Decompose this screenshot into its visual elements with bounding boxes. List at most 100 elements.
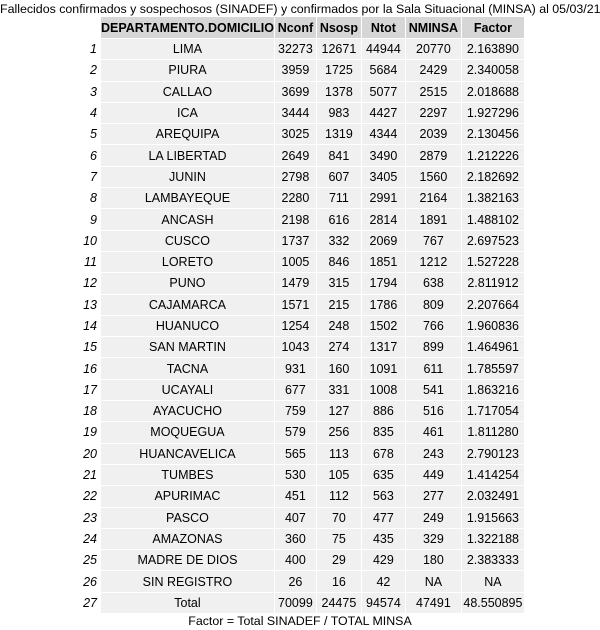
table-row: 13 CAJAMARCA 1571 215 1786 809 2.207664 bbox=[76, 294, 525, 316]
nconf-cell: 2198 bbox=[274, 209, 317, 231]
table-row: 20 HUANCAVELICA 565 113 678 243 2.790123 bbox=[76, 443, 525, 465]
department-cell: UCAYALI bbox=[101, 379, 275, 402]
ntot-cell: 1008 bbox=[361, 379, 406, 402]
department-cell: LORETO bbox=[101, 251, 275, 274]
nconf-cell: 1254 bbox=[274, 315, 317, 338]
nconf-cell: 400 bbox=[274, 550, 317, 572]
ntot-cell: 678 bbox=[361, 443, 406, 465]
department-cell: LA LIBERTAD bbox=[101, 145, 275, 167]
nconf-cell: 360 bbox=[274, 528, 317, 551]
nconf-cell: 530 bbox=[274, 464, 317, 487]
row-index: 6 bbox=[76, 145, 101, 167]
factor-cell: 48.550895 bbox=[461, 592, 525, 615]
table-row: 26 SIN REGISTRO 26 16 42 NA NA bbox=[76, 571, 525, 593]
nsosp-cell: 1725 bbox=[316, 60, 362, 82]
nminsa-cell: 611 bbox=[405, 358, 462, 380]
nconf-cell: 70099 bbox=[274, 592, 317, 615]
department-cell: TACNA bbox=[101, 358, 275, 380]
nsosp-cell: 616 bbox=[316, 209, 362, 231]
row-index: 21 bbox=[76, 464, 101, 487]
department-cell: LIMA bbox=[101, 39, 275, 61]
nminsa-cell: 20770 bbox=[405, 39, 462, 61]
row-index: 5 bbox=[76, 124, 101, 146]
nsosp-cell: 16 bbox=[316, 571, 362, 593]
column-header: Nsosp bbox=[316, 17, 362, 39]
nminsa-cell: 541 bbox=[405, 379, 462, 402]
department-cell: HUANUCO bbox=[101, 315, 275, 338]
table-row: 10 CUSCO 1737 332 2069 767 2.697523 bbox=[76, 230, 525, 252]
ntot-cell: 886 bbox=[361, 401, 406, 423]
data-table: DEPARTAMENTO.DOMICILIO Nconf Nsosp Ntot … bbox=[76, 17, 525, 615]
row-index: 19 bbox=[76, 422, 101, 444]
factor-cell: 2.018688 bbox=[461, 81, 525, 103]
nsosp-cell: 711 bbox=[316, 188, 362, 210]
row-index: 22 bbox=[76, 486, 101, 508]
ntot-cell: 1786 bbox=[361, 294, 406, 316]
factor-cell: 1.960836 bbox=[461, 315, 525, 338]
nconf-cell: 3025 bbox=[274, 124, 317, 146]
department-cell: PIURA bbox=[101, 60, 275, 82]
nsosp-cell: 248 bbox=[316, 315, 362, 338]
factor-cell: 1.927296 bbox=[461, 102, 525, 125]
column-header: Nconf bbox=[274, 17, 317, 39]
header-row: DEPARTAMENTO.DOMICILIO Nconf Nsosp Ntot … bbox=[76, 17, 525, 39]
department-cell: LAMBAYEQUE bbox=[101, 188, 275, 210]
table-row: 25 MADRE DE DIOS 400 29 429 180 2.383333 bbox=[76, 550, 525, 572]
nsosp-cell: 215 bbox=[316, 294, 362, 316]
nsosp-cell: 332 bbox=[316, 230, 362, 252]
nconf-cell: 1571 bbox=[274, 294, 317, 316]
nminsa-cell: 2164 bbox=[405, 188, 462, 210]
department-cell: MOQUEGUA bbox=[101, 422, 275, 444]
nconf-cell: 931 bbox=[274, 358, 317, 380]
table-row: 8 LAMBAYEQUE 2280 711 2991 2164 1.382163 bbox=[76, 188, 525, 210]
nsosp-cell: 75 bbox=[316, 528, 362, 551]
nminsa-cell: 2515 bbox=[405, 81, 462, 103]
table-row: 15 SAN MARTIN 1043 274 1317 899 1.464961 bbox=[76, 337, 525, 359]
table-row: 2 PIURA 3959 1725 5684 2429 2.340058 bbox=[76, 60, 525, 82]
department-cell: ANCASH bbox=[101, 209, 275, 231]
nminsa-cell: 47491 bbox=[405, 592, 462, 615]
nminsa-cell: 2039 bbox=[405, 124, 462, 146]
nsosp-cell: 12671 bbox=[316, 39, 362, 61]
table-row: 6 LA LIBERTAD 2649 841 3490 2879 1.212226 bbox=[76, 145, 525, 167]
nsosp-cell: 160 bbox=[316, 358, 362, 380]
nconf-cell: 2280 bbox=[274, 188, 317, 210]
table-row: 27 Total 70099 24475 94574 47491 48.550895 bbox=[76, 592, 525, 615]
factor-cell: NA bbox=[461, 571, 525, 593]
row-index: 14 bbox=[76, 315, 101, 338]
factor-cell: 1.212226 bbox=[461, 145, 525, 167]
nminsa-cell: 767 bbox=[405, 230, 462, 252]
row-index: 24 bbox=[76, 528, 101, 551]
department-cell: HUANCAVELICA bbox=[101, 443, 275, 465]
nsosp-cell: 841 bbox=[316, 145, 362, 167]
column-header: DEPARTAMENTO.DOMICILIO bbox=[101, 17, 275, 39]
factor-cell: 2.163890 bbox=[461, 39, 525, 61]
nsosp-cell: 105 bbox=[316, 464, 362, 487]
nsosp-cell: 607 bbox=[316, 166, 362, 189]
department-cell: Total bbox=[101, 592, 275, 615]
nminsa-cell: 899 bbox=[405, 337, 462, 359]
nsosp-cell: 113 bbox=[316, 443, 362, 465]
department-cell: SIN REGISTRO bbox=[101, 571, 275, 593]
table-row: 24 AMAZONAS 360 75 435 329 1.322188 bbox=[76, 528, 525, 551]
table-row: 4 ICA 3444 983 4427 2297 1.927296 bbox=[76, 102, 525, 125]
table-row: 21 TUMBES 530 105 635 449 1.414254 bbox=[76, 464, 525, 487]
ntot-cell: 2814 bbox=[361, 209, 406, 231]
column-header: Factor bbox=[461, 17, 525, 39]
factor-cell: 2.032491 bbox=[461, 486, 525, 508]
factor-cell: 1.414254 bbox=[461, 464, 525, 487]
department-cell: CAJAMARCA bbox=[101, 294, 275, 316]
row-index: 23 bbox=[76, 507, 101, 529]
nconf-cell: 565 bbox=[274, 443, 317, 465]
nsosp-cell: 70 bbox=[316, 507, 362, 529]
table-row: 23 PASCO 407 70 477 249 1.915663 bbox=[76, 507, 525, 529]
row-index: 16 bbox=[76, 358, 101, 380]
row-index: 3 bbox=[76, 81, 101, 103]
nconf-cell: 2798 bbox=[274, 166, 317, 189]
table-row: 5 AREQUIPA 3025 1319 4344 2039 2.130456 bbox=[76, 124, 525, 146]
factor-cell: 1.488102 bbox=[461, 209, 525, 231]
factor-cell: 1.717054 bbox=[461, 401, 525, 423]
nconf-cell: 677 bbox=[274, 379, 317, 402]
row-index: 12 bbox=[76, 273, 101, 295]
index-header bbox=[76, 17, 101, 39]
